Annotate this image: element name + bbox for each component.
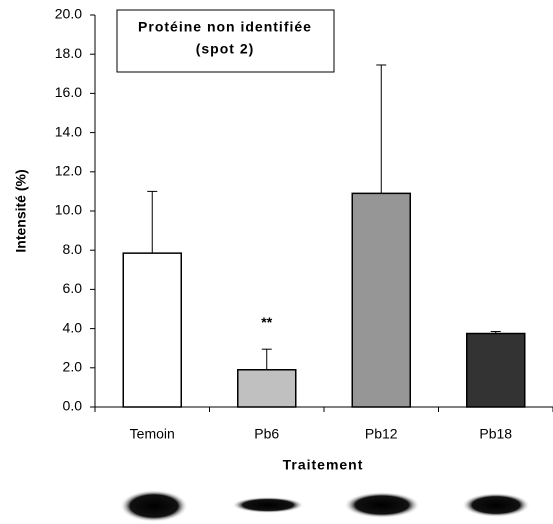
blot xyxy=(232,497,304,513)
significance-marker: ** xyxy=(261,314,272,330)
y-tick-label: 0.0 xyxy=(63,398,83,414)
x-tick-label: Pb18 xyxy=(479,426,512,442)
y-tick-label: 10.0 xyxy=(55,202,82,218)
blots xyxy=(120,490,530,522)
y-tick-label: 6.0 xyxy=(63,280,83,296)
blot xyxy=(462,493,530,517)
y-tick-label: 18.0 xyxy=(55,45,82,61)
y-tick-label: 14.0 xyxy=(55,123,82,139)
x-axis-label: Traitement xyxy=(283,457,364,473)
y-tick-label: 4.0 xyxy=(63,319,83,335)
y-tick-label: 2.0 xyxy=(63,359,83,375)
bar xyxy=(351,192,411,408)
blot xyxy=(120,490,188,522)
chart-subtitle: (spot 2) xyxy=(196,41,255,57)
x-tick-label: Temoin xyxy=(130,426,175,442)
bar xyxy=(466,332,526,408)
y-tick-label: 8.0 xyxy=(63,241,83,257)
y-tick-label: 20.0 xyxy=(55,6,82,22)
bar xyxy=(122,252,182,408)
bar xyxy=(237,369,297,408)
x-tick-label: Pb6 xyxy=(254,426,279,442)
y-tick-label: 12.0 xyxy=(55,163,82,179)
blot xyxy=(344,492,420,518)
chart-title: Protéine non identifiée xyxy=(138,19,312,35)
y-axis-label: Intensité (%) xyxy=(13,169,29,252)
title-box xyxy=(116,9,335,73)
x-tick-label: Pb12 xyxy=(365,426,398,442)
y-tick-label: 16.0 xyxy=(55,84,82,100)
